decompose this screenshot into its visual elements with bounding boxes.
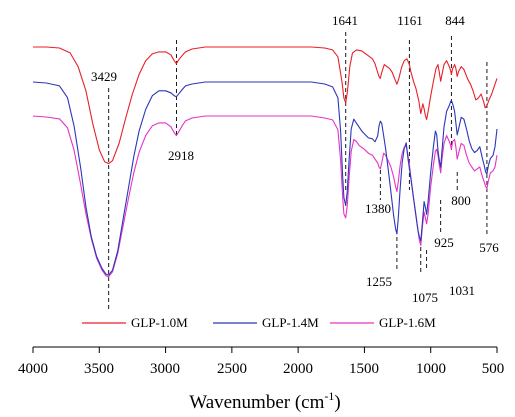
- peak-label-925: 925: [434, 235, 454, 250]
- x-axis-ticks: [32, 347, 498, 353]
- peak-label-3429: 3429: [91, 69, 117, 84]
- x-tick-label-4000: 4000: [18, 361, 48, 377]
- x-tick-label-2000: 2000: [283, 361, 313, 377]
- x-tick-label-500: 500: [482, 361, 505, 377]
- peak-label-844: 844: [445, 13, 465, 28]
- legend-label-glp-1-6m: GLP-1.6M: [379, 315, 436, 330]
- x-tick-label-2500: 2500: [217, 361, 247, 377]
- peak-label-1031: 1031: [449, 283, 475, 298]
- x-axis-title: Wavenumber (cm-1): [189, 389, 340, 413]
- peak-labels: 3429 2918 1641 1380 1255 1161 1075 1031 …: [91, 13, 499, 305]
- series-line-glp-1-6m: [32, 115, 498, 278]
- peak-label-1255: 1255: [366, 274, 392, 289]
- x-axis-title-close: ): [334, 392, 340, 413]
- series-line-glp-1-0m: [33, 46, 498, 165]
- peak-marker-lines: [108, 32, 488, 310]
- x-axis-title-superscript: -1: [324, 389, 334, 403]
- x-tick-label-3500: 3500: [84, 361, 114, 377]
- peak-label-576: 576: [479, 240, 499, 255]
- x-tick-label-1000: 1000: [416, 361, 446, 377]
- series-line-glp-1-4m: [32, 81, 498, 276]
- x-tick-label-3000: 3000: [150, 361, 180, 377]
- legend-label-glp-1-4m: GLP-1.4M: [262, 315, 319, 330]
- peak-label-800: 800: [451, 193, 471, 208]
- peak-label-1075: 1075: [412, 290, 438, 305]
- spectrum-series: [32, 46, 498, 278]
- x-tick-label-1500: 1500: [349, 361, 379, 377]
- legend: GLP-1.0M GLP-1.4M GLP-1.6M: [82, 315, 436, 330]
- peak-label-1641: 1641: [332, 13, 358, 28]
- x-axis-title-main: Wavenumber (cm: [189, 392, 324, 413]
- legend-label-glp-1-0m: GLP-1.0M: [131, 315, 188, 330]
- peak-label-1161: 1161: [397, 13, 423, 28]
- peak-label-1380: 1380: [365, 201, 391, 216]
- x-axis-tick-labels: 4000 3500 3000 2500 2000 1500 1000 500: [18, 361, 504, 377]
- peak-label-2918: 2918: [168, 148, 194, 163]
